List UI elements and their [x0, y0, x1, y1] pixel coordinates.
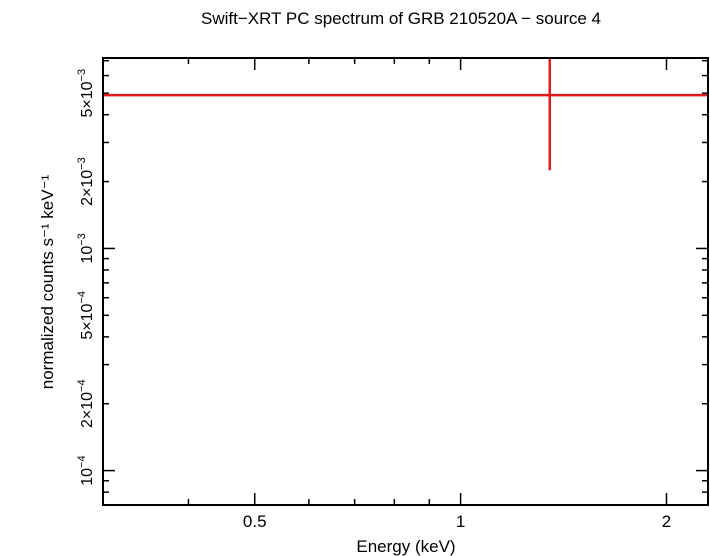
- y-tick-label: 10−3: [76, 233, 96, 263]
- x-tick-label: 1: [456, 512, 465, 531]
- y-tick-label: 2×10−4: [76, 379, 96, 428]
- plot-frame: [102, 57, 709, 506]
- x-axis-label: Energy (keV): [356, 537, 455, 556]
- y-tick-label: 5×10−3: [76, 69, 96, 118]
- y-tick-label: 5×10−4: [76, 291, 96, 340]
- y-tick-label: 2×10−3: [76, 157, 96, 206]
- chart-title: Swift−XRT PC spectrum of GRB 210520A − s…: [201, 9, 601, 28]
- x-tick-label: 2: [662, 512, 671, 531]
- plot-area: [103, 58, 708, 171]
- x-tick-label: 0.5: [243, 512, 267, 531]
- x-tick-labels: 0.5 1 2: [243, 512, 671, 531]
- axis-ticks: [102, 58, 708, 506]
- y-axis-label: normalized counts s⁻¹ keV⁻¹: [38, 174, 57, 389]
- y-tick-label: 10−4: [76, 455, 96, 485]
- y-tick-labels: 10−4 2×10−4 5×10−4 10−3 2×10−3 5×10−3: [76, 69, 96, 486]
